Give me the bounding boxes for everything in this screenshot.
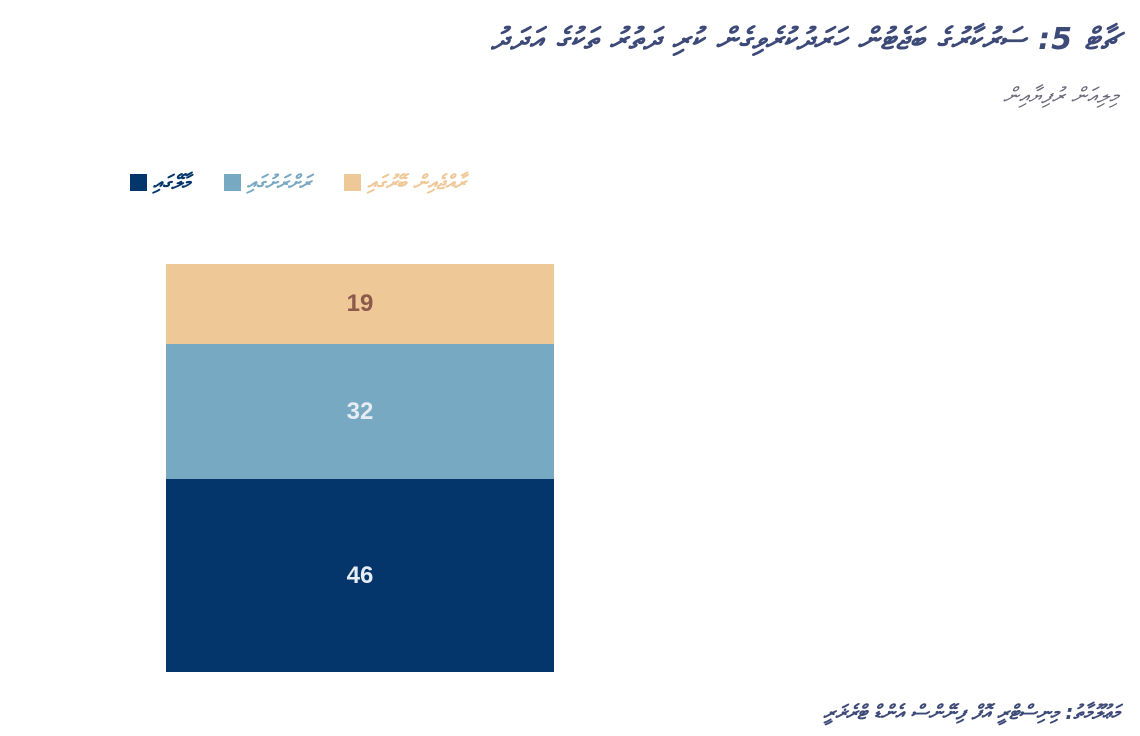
legend-item-islands: ރަށްރަށުގައި bbox=[223, 170, 311, 194]
chart-legend: މާލޭގައި ރަށްރަށުގައި ރާއްޖެއިން ބޭރުގައ… bbox=[130, 170, 466, 194]
data-label: 32 bbox=[346, 397, 374, 425]
chart-subtitle: މިލިއަން ރުފިޔާއިން bbox=[1002, 84, 1118, 109]
stacked-bar: 19 32 46 bbox=[166, 264, 554, 672]
legend-swatch-icon bbox=[130, 173, 147, 191]
bar-segment-male: 46 bbox=[166, 479, 554, 672]
legend-swatch-icon bbox=[344, 173, 362, 191]
data-label: 19 bbox=[346, 290, 374, 317]
source-note: މަޢުލޫމާތު: މިނިސްޓްރީ އޮފް ފިނޭންސް އެނ… bbox=[823, 700, 1120, 724]
legend-item-abroad: ރާއްޖެއިން ބޭރުގައި bbox=[344, 170, 466, 194]
legend-label: މާލޭގައި bbox=[153, 170, 190, 194]
bar-segment-islands: 32 bbox=[166, 344, 554, 479]
legend-item-male: މާލޭގައި bbox=[130, 170, 190, 194]
data-label: 46 bbox=[346, 561, 374, 589]
bar-segment-abroad: 19 bbox=[166, 264, 554, 344]
legend-label: ރަށްރަށުގައި bbox=[246, 170, 311, 194]
legend-label: ރާއްޖެއިން ބޭރުގައި bbox=[367, 170, 466, 194]
legend-swatch-icon bbox=[223, 173, 241, 191]
chart-title: ޗާޓް 5: ސަރުކާރުގެ ބަޖެޓުން ހަރަދުކުރެވި… bbox=[491, 22, 1120, 57]
